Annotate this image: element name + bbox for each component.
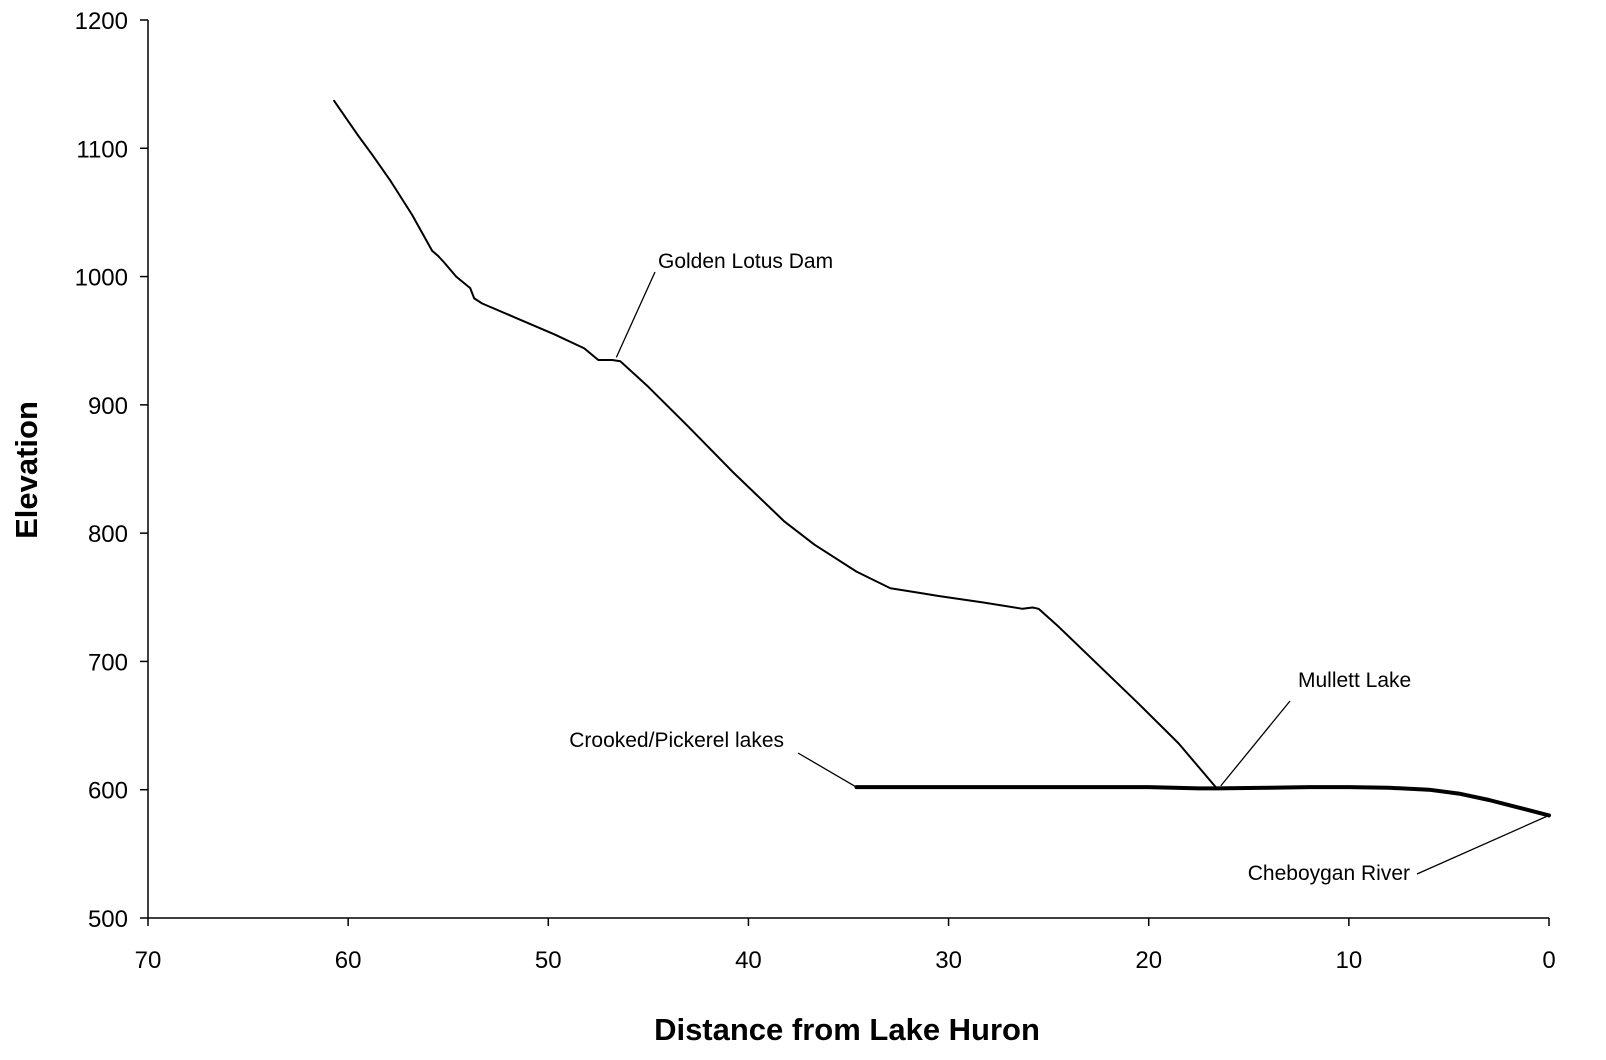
- annotation-label: Crooked/Pickerel lakes: [569, 729, 784, 752]
- annotation-layer: Golden Lotus Dam Mullett Lake Crooked/Pick…: [569, 250, 1550, 885]
- lake-level-line: [854, 785, 1551, 818]
- annotation-leader-line: [1416, 814, 1550, 875]
- x-tick-label: 10: [1336, 947, 1363, 974]
- series-layer: [333, 99, 1551, 818]
- x-tick-label: 60: [335, 947, 362, 974]
- x-tick-label: 50: [535, 947, 562, 974]
- annotation-leader-line: [1220, 700, 1291, 787]
- river-profile-line: [333, 99, 1218, 790]
- x-tick-label: 20: [1135, 947, 1162, 974]
- axes-layer: 500 600 700 800 900 1000 1100 1200 70 60 50 40 30 20 1…: [75, 8, 1556, 974]
- y-tick-label: 1100: [76, 136, 128, 163]
- y-tick-label: 700: [88, 649, 128, 676]
- y-axis-title: Elevation: [9, 401, 44, 539]
- x-tick-label: 40: [735, 947, 762, 974]
- annotation-label: Cheboygan River: [1248, 862, 1410, 885]
- x-axis-title: Distance from Lake Huron: [654, 1012, 1040, 1047]
- annotation-leader-line: [615, 271, 656, 358]
- annotation-label: Mullett Lake: [1298, 669, 1411, 692]
- annotation-label: Golden Lotus Dam: [658, 250, 833, 273]
- y-tick-label: 800: [88, 521, 128, 548]
- x-tick-label: 0: [1542, 947, 1555, 974]
- y-tick-label: 1000: [75, 265, 128, 292]
- x-tick-label: 30: [935, 947, 962, 974]
- y-tick-label: 1200: [75, 8, 128, 35]
- y-tick-label: 500: [88, 906, 128, 933]
- annotation-leader-line: [797, 752, 857, 788]
- y-tick-label: 900: [88, 393, 128, 420]
- x-tick-label: 70: [135, 947, 162, 974]
- y-tick-label: 600: [88, 778, 128, 805]
